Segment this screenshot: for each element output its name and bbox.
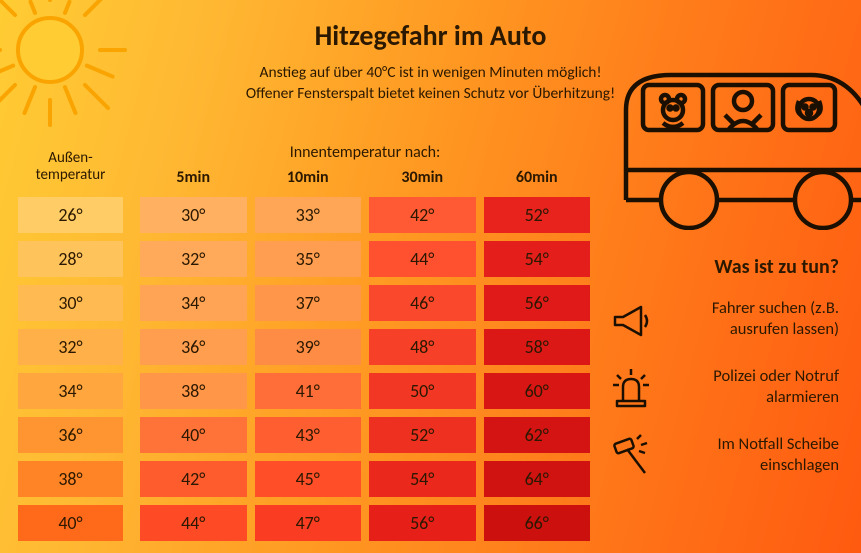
inner-temp-cell: 39° [255, 329, 362, 365]
outside-temp-cell: 30° [18, 285, 123, 321]
inner-header: Innentemperatur nach: [140, 143, 590, 162]
action-item: Im Notfall Scheibe einschlagen [609, 433, 839, 477]
action-text: Im Notfall Scheibe einschlagen [667, 434, 839, 475]
action-item: Polizei oder Notruf alarmieren [609, 365, 839, 409]
inner-temp-cell: 47° [255, 505, 362, 541]
inner-temp-cell: 50° [369, 373, 476, 409]
car-icon [611, 55, 861, 230]
inner-temp-cell: 48° [369, 329, 476, 365]
inner-temp-cell: 44° [369, 241, 476, 277]
hammer-icon [609, 433, 653, 477]
outside-temp-cell: 28° [18, 241, 123, 277]
inner-temp-cell: 64° [484, 461, 591, 497]
inner-temp-cell: 46° [369, 285, 476, 321]
inner-temp-cell: 36° [140, 329, 247, 365]
siren-icon [609, 365, 653, 409]
inner-temp-cell: 33° [255, 197, 362, 233]
outside-temp-cell: 40° [18, 505, 123, 541]
table-row: 36°39°48°58° [140, 329, 590, 365]
inner-temp-cell: 40° [140, 417, 247, 453]
page-title: Hitzegefahr im Auto [0, 18, 861, 53]
inner-temp-cell: 56° [369, 505, 476, 541]
time-header: 10min [255, 168, 362, 187]
outside-temp-cell: 34° [18, 373, 123, 409]
actions-title: Was ist zu tun? [609, 255, 839, 279]
outside-header: Außen- temperatur [18, 150, 123, 185]
table-row: 44°47°56°66° [140, 505, 590, 541]
time-header: 60min [484, 168, 591, 187]
actions-block: Was ist zu tun? Fahrer suchen (z.B. ausr… [609, 255, 839, 501]
inner-temp-cell: 35° [255, 241, 362, 277]
table-row: 40°43°52°62° [140, 417, 590, 453]
inner-temp-table: Innentemperatur nach: 5min 10min 30min 60mi… [140, 143, 590, 549]
inner-temp-cell: 42° [140, 461, 247, 497]
inner-temp-cell: 52° [369, 417, 476, 453]
inner-temp-cell: 32° [140, 241, 247, 277]
megaphone-icon [609, 297, 653, 341]
table-row: 34°37°46°56° [140, 285, 590, 321]
inner-temp-cell: 44° [140, 505, 247, 541]
inner-temp-cell: 54° [484, 241, 591, 277]
inner-temp-cell: 34° [140, 285, 247, 321]
outside-temp-column: Außen- temperatur 26° 28° 30° 32° 34° 36° 38° 4… [18, 150, 123, 549]
action-item: Fahrer suchen (z.B. ausrufen lassen) [609, 297, 839, 341]
outside-temp-cell: 36° [18, 417, 123, 453]
outside-temp-cell: 26° [18, 197, 123, 233]
time-header: 5min [140, 168, 247, 187]
outside-temp-cell: 32° [18, 329, 123, 365]
inner-temp-cell: 38° [140, 373, 247, 409]
inner-temp-cell: 62° [484, 417, 591, 453]
table-row: 30°33°42°52° [140, 197, 590, 233]
table-row: 32°35°44°54° [140, 241, 590, 277]
action-text: Polizei oder Notruf alarmieren [667, 366, 839, 407]
inner-temp-cell: 52° [484, 197, 591, 233]
table-row: 42°45°54°64° [140, 461, 590, 497]
inner-temp-cell: 58° [484, 329, 591, 365]
action-text: Fahrer suchen (z.B. ausrufen lassen) [667, 298, 839, 339]
inner-temp-cell: 56° [484, 285, 591, 321]
inner-temp-cell: 60° [484, 373, 591, 409]
inner-temp-cell: 45° [255, 461, 362, 497]
table-row: 38°41°50°60° [140, 373, 590, 409]
outside-temp-cell: 38° [18, 461, 123, 497]
inner-temp-cell: 41° [255, 373, 362, 409]
inner-temp-cell: 42° [369, 197, 476, 233]
inner-temp-cell: 66° [484, 505, 591, 541]
inner-temp-cell: 37° [255, 285, 362, 321]
inner-temp-cell: 54° [369, 461, 476, 497]
inner-temp-cell: 30° [140, 197, 247, 233]
time-header: 30min [369, 168, 476, 187]
inner-temp-cell: 43° [255, 417, 362, 453]
